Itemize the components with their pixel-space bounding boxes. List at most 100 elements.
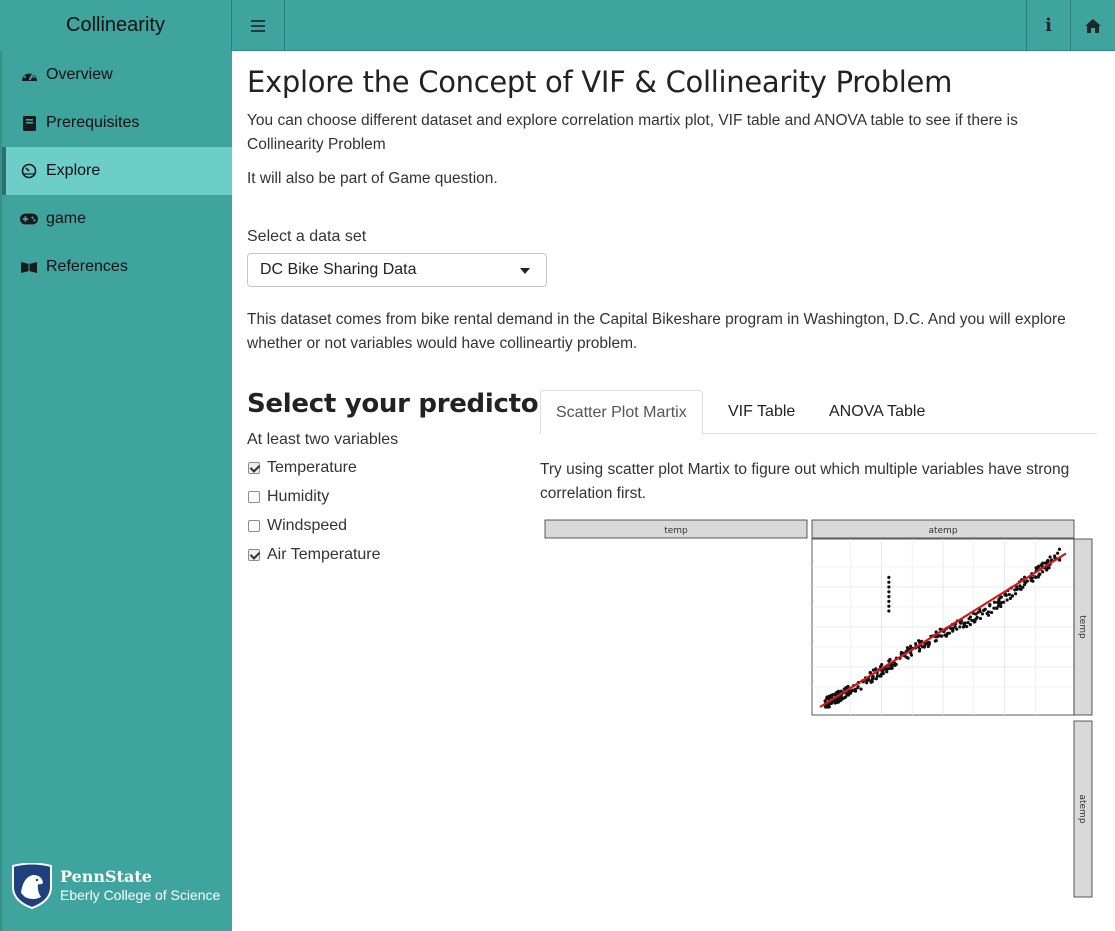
main-content: Explore the Concept of VIF & Collinearit… <box>232 51 1115 931</box>
home-button[interactable] <box>1070 0 1114 51</box>
scatter-point <box>967 617 971 621</box>
info-button[interactable]: i <box>1026 0 1070 51</box>
page-title: Explore the Concept of VIF & Collinearit… <box>247 65 953 99</box>
scatter-point <box>842 687 846 691</box>
checkbox-label: Humidity <box>267 488 330 505</box>
scatter-point <box>871 668 876 672</box>
tab-anova-table[interactable]: ANOVA Table <box>829 403 926 420</box>
scatter-point <box>854 687 858 691</box>
college-name: Eberly College of Science <box>60 887 221 903</box>
dataset-select[interactable]: DC Bike Sharing Data <box>247 253 547 287</box>
dataset-label: Select a data set <box>247 228 367 245</box>
sidebar: Overview Prerequisites Explore game Refe… <box>0 51 232 931</box>
tab-scatter-plot-matrix[interactable]: Scatter Plot Martix <box>540 390 703 435</box>
scatter-point <box>1022 582 1027 587</box>
sidebar-toggle-button[interactable] <box>232 0 285 51</box>
scatter-point <box>922 645 927 649</box>
scatter-point <box>851 688 855 692</box>
scatter-point <box>917 649 922 653</box>
scatter-point <box>874 677 878 681</box>
scatter-point <box>831 693 835 697</box>
gauge-icon <box>20 163 38 179</box>
intro-text: You can choose different dataset and exp… <box>247 112 1018 153</box>
scatter-point <box>870 676 875 680</box>
facet-strip-atemp-row <box>1073 720 1093 898</box>
scatter-point <box>1041 570 1045 574</box>
predictor-checkbox-air-temperature[interactable]: Air Temperature <box>248 546 381 564</box>
sidebar-item-label: Explore <box>46 162 101 179</box>
panel-gridlines <box>812 539 1074 715</box>
scatter-point <box>1000 600 1004 605</box>
scatter-point <box>825 705 829 709</box>
predictors-hint: At least two variables <box>247 431 399 448</box>
checkbox[interactable] <box>248 520 260 532</box>
sidebar-item-label: References <box>46 258 128 275</box>
scatter-point <box>870 678 874 683</box>
scatter-plot-matrix: temp atemp temp atemp <box>544 519 1093 898</box>
book-icon <box>20 115 38 131</box>
facet-strip-atemp-col <box>811 519 1075 539</box>
sidebar-item-overview[interactable]: Overview <box>2 51 232 99</box>
scatter-point <box>1033 575 1037 579</box>
scatter-point <box>1048 555 1052 559</box>
hamburger-icon <box>251 19 265 32</box>
scatter-point <box>885 670 889 674</box>
dataset-description: This dataset comes from bike rental dema… <box>247 311 1066 352</box>
scatter-point <box>1005 598 1009 602</box>
scatter-point <box>906 656 910 660</box>
scatter-point <box>891 662 895 666</box>
checkbox[interactable] <box>248 549 260 561</box>
sidebar-item-game[interactable]: game <box>2 195 232 243</box>
university-name: PennState <box>60 867 152 886</box>
scatter-point <box>859 687 863 691</box>
intro-text-2: It will also be part of Game question. <box>247 170 498 187</box>
outlier-point <box>887 590 891 594</box>
scatter-point <box>997 597 1001 601</box>
scatter-point <box>978 616 983 621</box>
scatter-point <box>992 600 997 604</box>
scatter-point <box>1018 584 1022 588</box>
checkbox[interactable] <box>248 462 260 474</box>
scatter-point <box>986 613 991 617</box>
facet-label-row-1: temp <box>1077 615 1087 639</box>
sidebar-item-prerequisites[interactable]: Prerequisites <box>2 99 232 147</box>
scatter-point <box>975 615 979 619</box>
scatter-point <box>833 701 837 705</box>
sidebar-item-label: Overview <box>46 66 113 83</box>
predictor-checkbox-humidity[interactable]: Humidity <box>248 488 329 506</box>
scatter-point <box>970 618 974 622</box>
scatter-point <box>914 642 918 646</box>
scatter-point <box>879 674 883 678</box>
sidebar-item-references[interactable]: References <box>2 243 232 291</box>
scatter-point <box>1034 566 1038 570</box>
app-title: Collinearity <box>0 0 232 51</box>
scatter-point <box>1003 593 1007 597</box>
scatter-point <box>888 666 893 670</box>
checkbox[interactable] <box>248 491 260 503</box>
tab-hint-text: Try using scatter plot Martix to figure … <box>540 461 1070 502</box>
scatter-point <box>1015 587 1019 592</box>
scatter-point <box>848 691 853 695</box>
info-icon: i <box>1045 15 1052 36</box>
sidebar-item-explore[interactable]: Explore <box>2 147 232 195</box>
predictor-checkbox-temperature[interactable]: Temperature <box>248 459 357 477</box>
predictor-checkbox-windspeed[interactable]: Windspeed <box>248 517 347 535</box>
caret-down-icon <box>520 268 530 274</box>
scatter-point <box>981 608 986 613</box>
tab-vif-table[interactable]: VIF Table <box>728 403 796 420</box>
scatter-point <box>1036 575 1040 579</box>
scatter-point <box>958 625 962 629</box>
scatter-point <box>953 625 957 629</box>
scatter-point <box>1041 561 1045 565</box>
scatter-point <box>943 633 947 637</box>
scatter-point <box>980 612 985 616</box>
scatter-point <box>965 624 969 629</box>
sidebar-item-label: game <box>46 210 87 227</box>
facet-label-col-1: temp <box>664 526 688 536</box>
pennstate-logo: PennState Eberly College of Science <box>11 863 220 909</box>
gamepad-icon <box>20 211 38 227</box>
scatter-point <box>1024 580 1028 584</box>
scatter-point <box>905 646 910 650</box>
scatter-point <box>972 618 977 622</box>
scatter-point <box>1045 568 1049 572</box>
